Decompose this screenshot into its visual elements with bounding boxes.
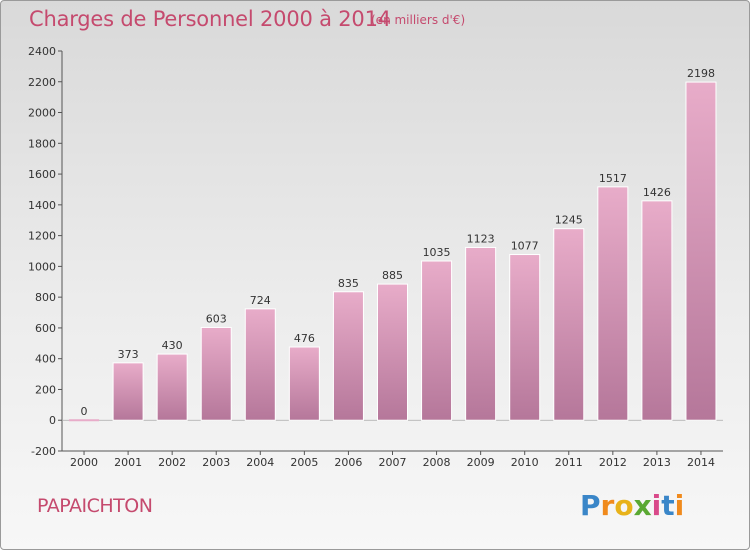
data-label: 885 [382, 269, 403, 282]
data-label: 835 [338, 277, 359, 290]
y-tick-label: 600 [35, 322, 56, 335]
x-tick-label: 2013 [643, 456, 671, 469]
x-tick-label: 2014 [687, 456, 715, 469]
data-label: 1245 [555, 214, 583, 227]
bar [156, 353, 188, 421]
x-tick-label: 2011 [555, 456, 583, 469]
bar [200, 326, 232, 421]
bar [332, 291, 364, 421]
bar [288, 346, 320, 421]
data-label: 0 [81, 405, 88, 418]
bar [421, 260, 453, 421]
data-label: 603 [206, 312, 227, 325]
y-tick-label: 1200 [28, 230, 56, 243]
x-tick-label: 2005 [290, 456, 318, 469]
x-tick-label: 2012 [599, 456, 627, 469]
data-label: 1517 [599, 172, 627, 185]
y-tick-label: 0 [49, 414, 56, 427]
bar [685, 81, 717, 421]
proxiti-logo: Proxiti [580, 489, 685, 522]
x-tick-label: 2000 [70, 456, 98, 469]
y-tick-label: 400 [35, 353, 56, 366]
data-label: 2198 [687, 67, 715, 80]
data-label: 476 [294, 332, 315, 345]
x-tick-label: 2007 [379, 456, 407, 469]
bar [509, 254, 541, 421]
data-label: 430 [162, 339, 183, 352]
x-tick-label: 2001 [114, 456, 142, 469]
commune-name: PAPAICHTON [37, 495, 153, 517]
data-label: 373 [118, 348, 139, 361]
chart-title: Charges de Personnel 2000 à 2014 [29, 7, 391, 31]
data-label: 1035 [423, 246, 451, 259]
y-tick-label: 1800 [28, 137, 56, 150]
bar [465, 246, 497, 421]
chart-subtitle: (en milliers d'€) [371, 13, 466, 27]
x-tick-label: 2008 [423, 456, 451, 469]
x-tick-label: 2010 [511, 456, 539, 469]
bar [641, 200, 673, 421]
bar [244, 308, 276, 421]
data-label: 1123 [467, 232, 495, 245]
y-tick-label: 200 [35, 383, 56, 396]
y-tick-label: 1400 [28, 199, 56, 212]
bar [553, 228, 585, 421]
y-tick-label: 1000 [28, 260, 56, 273]
x-tick-label: 2006 [334, 456, 362, 469]
x-tick-label: 2002 [158, 456, 186, 469]
x-tick-label: 2004 [246, 456, 274, 469]
y-tick-label: 2000 [28, 107, 56, 120]
y-tick-label: -200 [31, 445, 56, 458]
y-tick-label: 2400 [28, 45, 56, 58]
bar [597, 186, 629, 421]
data-label: 1077 [511, 240, 539, 253]
data-label: 1426 [643, 186, 671, 199]
x-tick-label: 2003 [202, 456, 230, 469]
x-tick-label: 2009 [467, 456, 495, 469]
data-label: 724 [250, 294, 271, 307]
y-tick-label: 800 [35, 291, 56, 304]
y-tick-label: 2200 [28, 76, 56, 89]
bar [377, 283, 408, 421]
bar [112, 362, 144, 421]
y-tick-label: 1600 [28, 168, 56, 181]
